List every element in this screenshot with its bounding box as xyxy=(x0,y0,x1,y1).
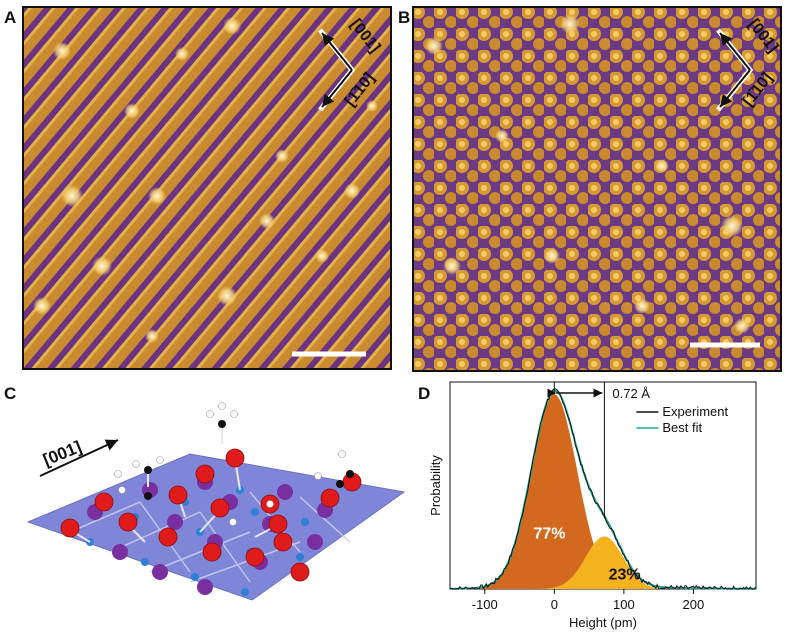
component-1-label: 77% xyxy=(533,525,565,542)
panel-b-afm-image xyxy=(412,6,782,372)
oxygen-atoms xyxy=(60,448,362,582)
panel-c-direction-arrow xyxy=(39,439,119,477)
component-1-area xyxy=(450,394,756,589)
component-2-label: 23% xyxy=(609,566,641,583)
panel-a-label: A xyxy=(4,8,17,27)
hydrogen-atoms xyxy=(114,402,346,526)
x-tick-label: 200 xyxy=(683,597,705,612)
panel-b-direction-indicator: [001] [1̄10] xyxy=(716,16,781,112)
experiment-line xyxy=(449,388,757,590)
panel-a-dir-001: [001] xyxy=(347,16,383,56)
panel-a-direction-indicator: [001] [1̄10] xyxy=(318,16,383,112)
panel-b-dir-001: [001] xyxy=(745,16,781,56)
y-axis-label: Probability xyxy=(428,455,443,516)
panel-d-label: D xyxy=(418,384,431,403)
panel-b-label: B xyxy=(398,8,411,27)
panel-a-afm-image xyxy=(22,6,392,370)
panel-c-label: C xyxy=(4,384,17,403)
legend-best-fit: Best fit xyxy=(662,420,702,435)
component-2-area xyxy=(450,536,756,589)
x-tick-label: 0 xyxy=(551,597,558,612)
carbon-atoms xyxy=(144,420,354,500)
panel-c-molecular-model: [001] xyxy=(26,402,406,601)
x-axis-label: Height (pm) xyxy=(569,615,637,630)
x-tick-label: 100 xyxy=(613,597,635,612)
x-tick-label: -100 xyxy=(472,597,498,612)
x-axis-ticks: -100 0 100 200 xyxy=(472,589,705,612)
legend-experiment: Experiment xyxy=(662,404,728,419)
panel-d-histogram-chart: 0.72 Å 77% 23% Experiment Best fit -100 0… xyxy=(428,381,757,630)
annotation-label: 0.72 Å xyxy=(612,386,650,401)
